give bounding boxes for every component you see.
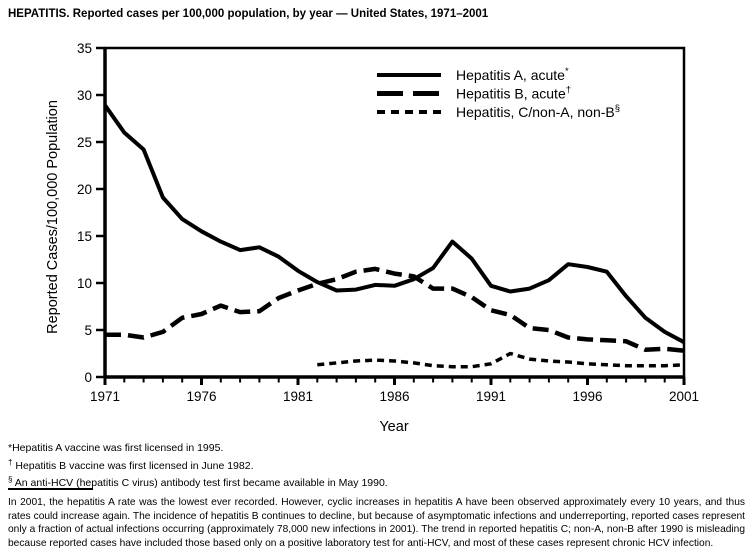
footnote-text: Hepatitis A vaccine was first licensed i…	[12, 442, 224, 454]
tick-labels: 0 5 10 15 20 25 30 35 1971 1976 1981 1986 1991 1996 20…	[77, 41, 699, 404]
footnote-line: § An anti-HCV (hepatitis C virus) antibo…	[8, 473, 388, 491]
series-lines	[103, 104, 685, 369]
series-line-3	[317, 351, 685, 369]
legend-label: Hepatitis B, acute†	[456, 85, 571, 102]
y-tick-label: 5	[84, 323, 92, 338]
x-tick-label: 1991	[476, 389, 506, 404]
y-tick-label: 35	[77, 41, 92, 56]
y-tick-label: 10	[77, 276, 92, 291]
x-tick-label: 1981	[283, 389, 313, 404]
hepatitis-line-chart: 0 5 10 15 20 25 30 35 1971 1976 1981 1986 1991 1996 20…	[45, 41, 699, 435]
plot-border	[103, 46, 686, 379]
y-tick-label: 30	[77, 88, 92, 103]
series-line-1	[103, 104, 685, 344]
axis-ticks	[96, 46, 686, 385]
footnote-symbol: §	[8, 475, 13, 485]
footnote-text: An anti-HCV (hepatitis C virus) antibody…	[14, 477, 388, 490]
x-tick-label: 2001	[669, 389, 699, 404]
y-tick-label: 15	[77, 229, 92, 244]
y-tick-label: 20	[77, 182, 92, 197]
chart-legend: Hepatitis A, acute* Hepatitis B, acute†He…	[377, 66, 620, 120]
footnote-symbol: †	[8, 457, 13, 467]
plot-frame	[103, 46, 686, 379]
x-tick-label: 1976	[186, 389, 216, 404]
x-tick-label: 1996	[572, 389, 602, 404]
x-tick-label: 1971	[90, 389, 120, 404]
footnote-line: *Hepatitis A vaccine was first licensed …	[8, 442, 388, 456]
legend-label-superscript: *	[565, 66, 569, 77]
footnote-text: Hepatitis B vaccine was first licensed i…	[15, 459, 254, 472]
y-tick-label: 0	[84, 370, 92, 385]
note-paragraph: In 2001, the hepatitis A rate was the lo…	[8, 497, 745, 549]
x-axis-title: Year	[379, 419, 408, 435]
series-line-2	[105, 266, 685, 353]
figure-title: HEPATITIS. Reported cases per 100,000 po…	[8, 8, 489, 20]
footnote-line: † Hepatitis B vaccine was first licensed…	[8, 456, 388, 474]
footnote-divider	[8, 488, 93, 490]
y-tick-label: 25	[77, 135, 92, 150]
footnote-block: *Hepatitis A vaccine was first licensed …	[8, 442, 388, 491]
x-tick-label: 1986	[379, 389, 409, 404]
legend-label: Hepatitis A, acute*	[456, 66, 569, 83]
legend-label-superscript: §	[615, 103, 620, 114]
legend-label-superscript: †	[566, 85, 571, 96]
y-axis-title: Reported Cases/100,000 Population	[45, 100, 61, 334]
legend-label: Hepatitis, C/non-A, non-B§	[456, 103, 620, 120]
footnote-symbol: *	[8, 442, 13, 454]
